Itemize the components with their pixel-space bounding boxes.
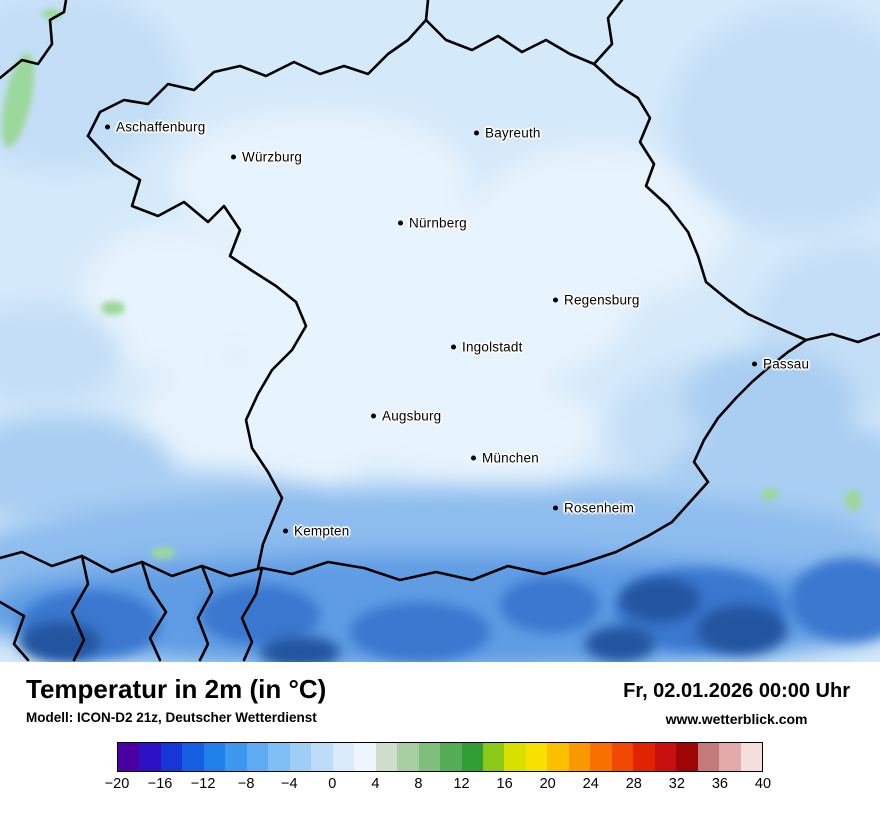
legend-tick: −8 [237,776,255,792]
legend-cell [246,743,269,771]
legend-cell [354,743,376,771]
legend-cell [418,743,441,771]
legend-cell [547,743,569,771]
legend-cell [440,743,462,771]
legend-cell [568,743,591,771]
legend-cell [375,743,398,771]
city-dot [474,130,479,136]
city-marker-m-nchen: München [471,451,539,466]
legend-tick: 12 [453,776,470,792]
legend-cell [139,743,161,771]
city-marker-bayreuth: Bayreuth [474,126,541,141]
legend-tick: 28 [625,776,642,792]
legend-cell [203,743,226,771]
legend-cell [676,743,698,771]
legend-cell [611,743,634,771]
city-label: München [482,450,539,466]
legend-cell [182,743,204,771]
legend-tick: 0 [328,776,337,792]
city-label: Kempten [294,523,350,539]
legend-cell [633,743,655,771]
city-label: Regensburg [564,292,640,308]
legend-tick: 16 [496,776,513,792]
city-label: Nürnberg [409,215,467,231]
city-dot [231,154,236,160]
city-dot [471,455,476,461]
legend-tick: 4 [371,776,380,792]
city-label: Bayreuth [485,125,541,141]
city-dot [451,344,456,350]
temperature-map: Aschaffenburg Würzburg Bayreuth Nürnberg Reg… [0,0,880,662]
legend-tick: 20 [539,776,556,792]
legend-cell [118,743,140,771]
city-marker-augsburg: Augsburg [371,409,441,424]
city-layer: Aschaffenburg Würzburg Bayreuth Nürnberg Reg… [105,120,809,539]
legend-cell [590,743,612,771]
city-marker-rosenheim: Rosenheim [553,501,634,516]
legend-cell [160,743,183,771]
city-marker-n-rnberg: Nürnberg [398,216,467,231]
legend-tick: 24 [582,776,599,792]
legend-tick: −4 [280,776,298,792]
legend-tick: −20 [104,776,130,792]
city-dot [553,297,558,303]
city-label: Rosenheim [564,500,635,516]
city-dot [398,220,403,226]
legend-cell [397,743,419,771]
city-marker-ingolstadt: Ingolstadt [451,340,523,355]
city-label: Aschaffenburg [116,119,206,135]
border-lines [0,0,880,662]
city-label: Passau [763,356,810,372]
city-label: Ingolstadt [462,339,523,355]
website-url: www.wetterblick.com [665,711,808,727]
legend-tick: 32 [668,776,685,792]
legend-cell [311,743,333,771]
city-dot [553,505,558,511]
legend-cell [268,743,290,771]
legend-cell [719,743,741,771]
legend-tick: 36 [711,776,728,792]
city-marker-aschaffenburg: Aschaffenburg [105,120,205,135]
city-marker-regensburg: Regensburg [553,293,640,308]
legend-cell [225,743,247,771]
legend-cell [504,743,526,771]
legend-colorbar [117,742,763,772]
legend-cell [697,743,720,771]
map-title: Temperatur in 2m (in °C) [26,674,327,704]
city-dot [105,124,110,130]
city-marker-kempten: Kempten [283,524,349,539]
city-dot [371,413,376,419]
legend-cell [740,743,763,771]
city-marker-w-rzburg: Würzburg [231,150,302,165]
forecast-datetime: Fr, 02.01.2026 00:00 Uhr [623,680,850,702]
city-dot [752,361,757,367]
legend-tick: −12 [190,776,216,792]
legend-tick-labels: −20 −16 −12 −8 −4 0 4 8 12 16 20 24 28 32 36 40 [105,776,771,796]
legend-tick: 8 [414,776,423,792]
legend-cell [332,743,355,771]
legend-cell [525,743,548,771]
city-marker-passau: Passau [752,357,809,372]
city-label: Augsburg [382,408,442,424]
model-info: Modell: ICON-D2 21z, Deutscher Wetterdie… [26,710,317,725]
city-label: Würzburg [242,149,303,165]
legend-cell [482,743,505,771]
legend-tick: 40 [754,776,772,792]
legend-tick: −16 [147,776,173,792]
map-footer: Temperatur in 2m (in °C) Modell: ICON-D2… [0,662,880,830]
map-graphic [0,0,880,662]
temperature-legend: −20 −16 −12 −8 −4 0 4 8 12 16 20 24 28 32 36 40 [26,742,854,796]
legend-cell [461,743,483,771]
legend-cell [654,743,677,771]
legend-cell [289,743,312,771]
city-dot [283,528,288,534]
